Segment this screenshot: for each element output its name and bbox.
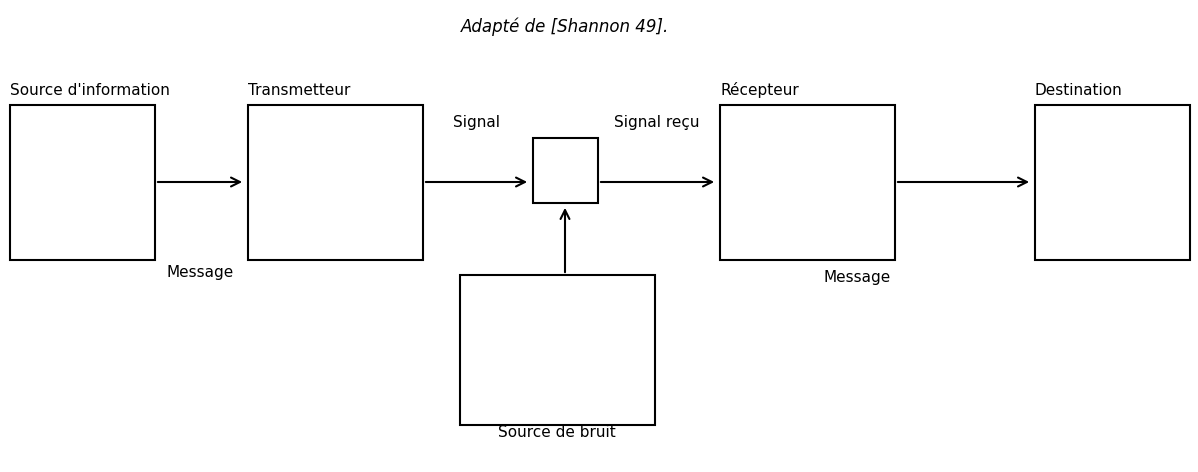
Text: Destination: Destination <box>1035 83 1123 98</box>
Bar <box>720 105 895 260</box>
Text: Transmetteur: Transmetteur <box>248 83 350 98</box>
Text: Signal reçu: Signal reçu <box>615 115 700 130</box>
Text: Message: Message <box>823 270 890 285</box>
Text: Source de bruit: Source de bruit <box>498 425 616 440</box>
Text: Signal: Signal <box>453 115 500 130</box>
Bar <box>248 105 423 260</box>
Text: Message: Message <box>167 265 234 280</box>
Bar <box>1035 105 1190 260</box>
Text: Source d'information: Source d'information <box>10 83 170 98</box>
Text: Adapté de [Shannon 49].: Adapté de [Shannon 49]. <box>461 18 670 36</box>
Text: Récepteur: Récepteur <box>720 82 799 98</box>
Bar <box>533 138 598 203</box>
Bar <box>460 275 655 425</box>
Bar <box>10 105 155 260</box>
